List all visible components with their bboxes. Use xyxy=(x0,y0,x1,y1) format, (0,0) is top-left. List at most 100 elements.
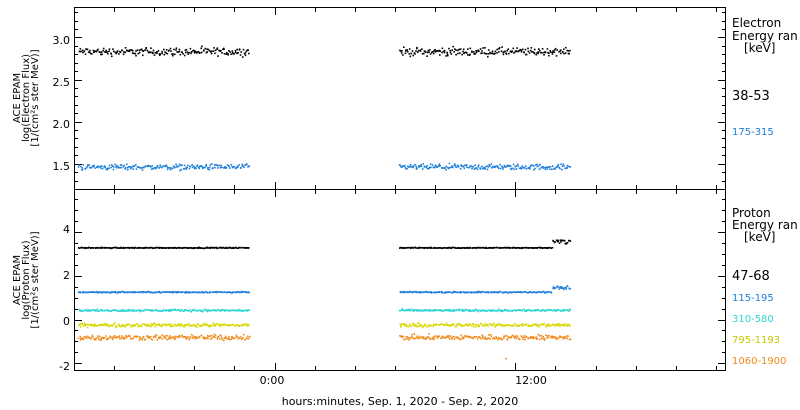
data-point xyxy=(174,247,176,249)
data-point xyxy=(566,335,568,337)
data-point xyxy=(567,52,570,55)
data-point xyxy=(138,325,140,328)
data-point xyxy=(205,290,207,293)
data-point xyxy=(105,323,107,325)
data-point xyxy=(241,163,244,166)
electron-ylabel-line3: [1/(cm²s ster MeV)] xyxy=(30,49,41,146)
data-point xyxy=(107,323,110,326)
data-point xyxy=(546,168,549,170)
data-point xyxy=(183,310,185,312)
data-point xyxy=(95,309,98,312)
data-point xyxy=(187,247,189,249)
data-point xyxy=(472,165,475,168)
data-point xyxy=(204,338,206,340)
data-point xyxy=(195,325,197,327)
data-point xyxy=(474,309,477,312)
data-point xyxy=(216,47,219,49)
data-point xyxy=(481,167,484,170)
data-point xyxy=(411,322,414,325)
data-point xyxy=(140,247,142,249)
data-point xyxy=(120,291,123,293)
data-point xyxy=(148,290,150,293)
data-point xyxy=(409,163,412,166)
data-point xyxy=(545,247,548,249)
data-point xyxy=(517,50,520,53)
data-point xyxy=(90,52,92,55)
data-point xyxy=(447,336,450,339)
data-point xyxy=(499,323,502,326)
data-point xyxy=(107,291,110,294)
data-point xyxy=(147,336,150,339)
data-point xyxy=(203,247,205,250)
data-point xyxy=(494,165,497,168)
data-point xyxy=(423,337,426,340)
data-point xyxy=(529,336,532,338)
data-point xyxy=(246,337,248,340)
data-point xyxy=(529,49,532,52)
data-point xyxy=(417,49,420,52)
data-point xyxy=(523,335,526,337)
data-point xyxy=(125,309,128,312)
data-point xyxy=(225,167,228,169)
data-point xyxy=(198,166,200,168)
data-point xyxy=(503,51,505,53)
data-point xyxy=(178,50,181,53)
data-point xyxy=(524,309,526,312)
data-point xyxy=(405,291,408,293)
data-point xyxy=(532,247,534,249)
data-point xyxy=(170,336,173,339)
data-point xyxy=(456,309,458,311)
data-point xyxy=(107,337,110,339)
data-point xyxy=(142,323,144,325)
data-point xyxy=(228,337,230,340)
data-point xyxy=(89,291,91,293)
data-point xyxy=(89,49,91,52)
data-point xyxy=(234,309,237,312)
data-point xyxy=(525,310,528,312)
data-point xyxy=(410,166,412,168)
data-point xyxy=(243,309,245,312)
data-point xyxy=(501,324,504,326)
data-point xyxy=(453,164,456,166)
data-point xyxy=(173,165,175,167)
data-point xyxy=(508,52,510,55)
data-point xyxy=(110,336,112,338)
data-point xyxy=(443,51,446,54)
data-point xyxy=(459,324,461,327)
data-point xyxy=(161,50,163,53)
data-point xyxy=(540,310,543,312)
data-point xyxy=(106,324,108,327)
electron-legend-38-53: 38-53 xyxy=(732,89,770,104)
data-point xyxy=(529,337,532,339)
data-point xyxy=(452,324,455,326)
data-point xyxy=(126,166,129,169)
proton-legend-795-1193: 795-1193 xyxy=(732,335,780,346)
data-point xyxy=(193,325,196,327)
data-point xyxy=(119,247,121,249)
data-point xyxy=(521,323,523,325)
data-point xyxy=(148,336,150,338)
data-point xyxy=(428,333,430,335)
data-point xyxy=(558,288,560,290)
data-point xyxy=(496,48,498,51)
data-point xyxy=(489,246,492,249)
data-point xyxy=(407,246,410,249)
data-point xyxy=(131,50,134,52)
data-point xyxy=(538,291,541,293)
data-point xyxy=(218,164,221,167)
data-point xyxy=(183,167,186,170)
data-point xyxy=(549,247,552,249)
data-point xyxy=(161,291,163,293)
data-point xyxy=(92,49,95,52)
data-point xyxy=(544,310,546,312)
data-point xyxy=(553,325,556,327)
data-point xyxy=(503,337,505,339)
data-point xyxy=(117,291,120,293)
data-point xyxy=(127,291,130,293)
data-point xyxy=(460,324,463,326)
data-point xyxy=(457,337,459,340)
data-point xyxy=(106,337,109,340)
data-point xyxy=(211,334,213,337)
data-point xyxy=(546,335,549,337)
